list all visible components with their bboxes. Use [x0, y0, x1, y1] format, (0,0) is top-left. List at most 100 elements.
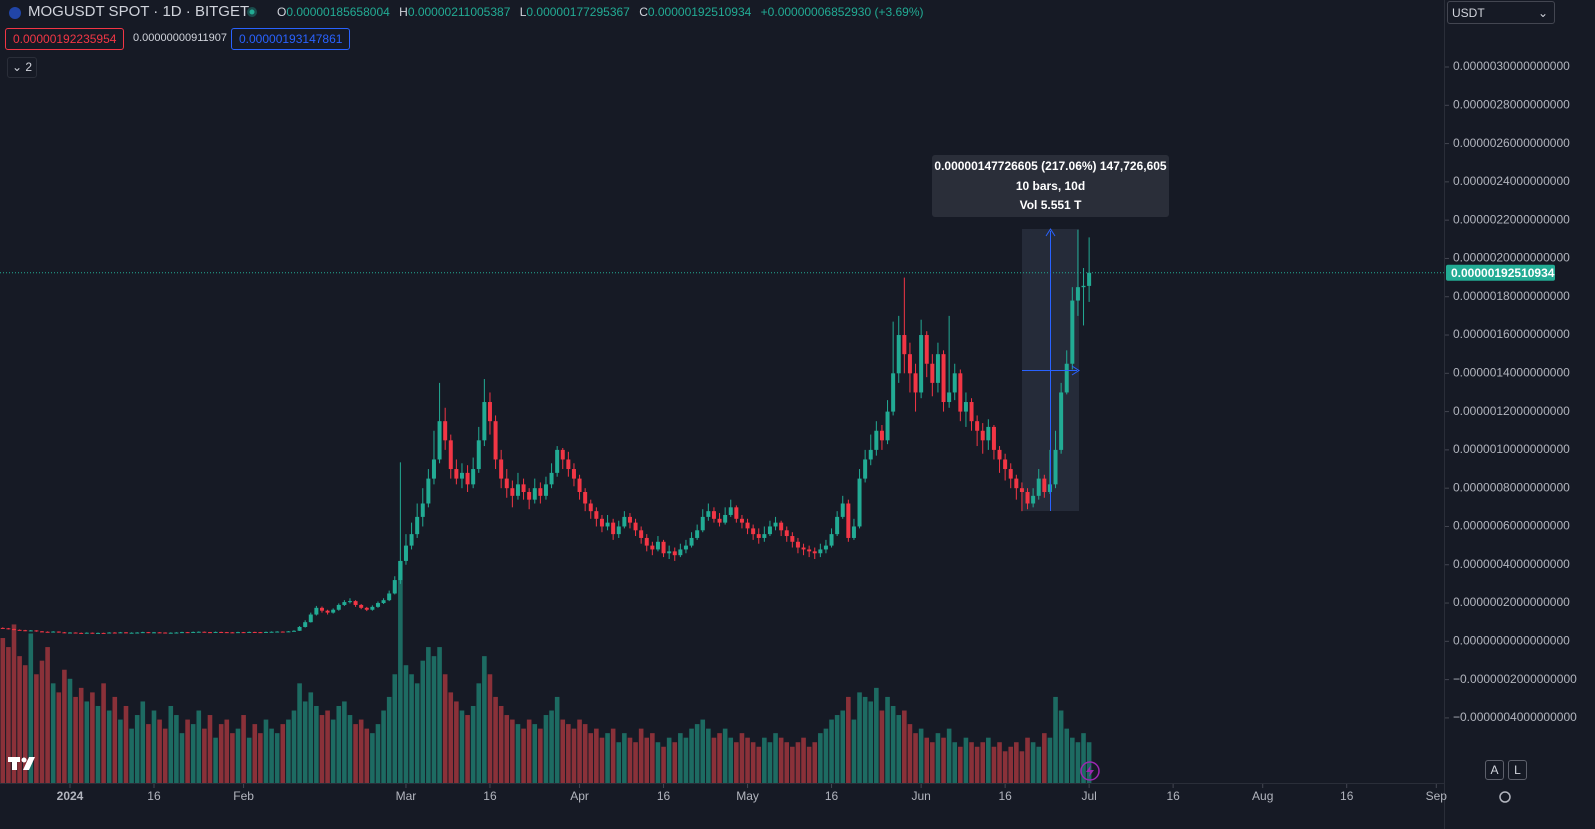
- volume-bar: [330, 719, 336, 783]
- candle-body: [1003, 459, 1008, 470]
- candle-body: [672, 551, 677, 556]
- label: H: [399, 5, 408, 19]
- settings-icon[interactable]: [1499, 791, 1511, 803]
- marks: [0, 229, 1444, 783]
- candle-body: [219, 631, 224, 633]
- candle-body: [499, 459, 504, 479]
- sell-price[interactable]: 0.00000192235954: [5, 28, 125, 50]
- candle-body: [958, 373, 963, 412]
- candle-body: [314, 607, 319, 615]
- volume-bar: [1002, 751, 1008, 783]
- auto-button[interactable]: A: [1485, 760, 1504, 780]
- volume-bar: [532, 724, 538, 783]
- candle-body: [163, 632, 168, 634]
- measure-line: 10 bars, 10d: [1015, 178, 1086, 193]
- volume-bar: [952, 742, 958, 783]
- volume-bar: [308, 692, 314, 783]
- volume-bar: [857, 692, 862, 783]
- volume-bar: [706, 728, 711, 783]
- candle-body: [667, 551, 672, 554]
- candle-body: [174, 632, 179, 634]
- y-tick-label: 0.0000010000000000: [1453, 442, 1570, 456]
- candle-body: [762, 534, 767, 538]
- volume-bar: [56, 692, 62, 783]
- volume-bar: [353, 724, 358, 783]
- y-tick-label: 0.0000020000000000: [1453, 251, 1570, 265]
- volume-bar: [795, 742, 801, 783]
- volume-bar: [252, 724, 258, 783]
- candle-body: [241, 632, 246, 634]
- x-tick-label: 16: [1340, 789, 1354, 803]
- candle-body: [331, 609, 336, 613]
- candle-body: [952, 373, 957, 393]
- volume-bar: [750, 742, 756, 783]
- currency: USDT: [1452, 6, 1485, 20]
- volume-bar: [381, 710, 386, 783]
- volume-bar: [767, 742, 773, 783]
- log-button[interactable]: L: [1508, 760, 1527, 780]
- volume-bar: [358, 719, 364, 783]
- candle-body: [924, 335, 929, 364]
- candle-body: [846, 503, 851, 538]
- candle-body: [196, 631, 201, 633]
- volume-bar: [207, 715, 213, 783]
- volume-bar: [633, 742, 638, 783]
- y-tick-label: 0.0000014000000000: [1453, 365, 1570, 379]
- alert-icon[interactable]: [1080, 761, 1100, 781]
- y-tick-label: 0.0000006000000000: [1453, 519, 1570, 533]
- candle-body: [431, 459, 436, 479]
- candle-body: [319, 607, 324, 611]
- volume-bar: [258, 733, 263, 783]
- volume-bar: [902, 710, 907, 783]
- volume-bar: [762, 737, 767, 783]
- candle-body: [885, 411, 890, 441]
- volume-bar: [420, 660, 426, 783]
- volume-bar: [683, 737, 689, 783]
- measure-line: 0.00000147726605 (217.06%) 147,726,605: [934, 159, 1167, 173]
- currency-select[interactable]: USDT ⌄: [1447, 1, 1555, 24]
- candle-body: [252, 631, 257, 633]
- value: 0.00000185658004: [286, 5, 390, 19]
- value: 0.00000177295367: [526, 5, 630, 19]
- volume-bar: [1075, 742, 1081, 783]
- candle-body: [997, 449, 1002, 460]
- volume-bar: [386, 696, 392, 783]
- candle-body: [303, 622, 308, 627]
- volume-bar: [605, 733, 610, 783]
- volume-bar: [745, 737, 750, 783]
- candle-body: [135, 632, 140, 634]
- candle-body: [409, 534, 414, 546]
- label: C: [639, 5, 648, 19]
- volume-bar: [403, 665, 409, 783]
- candle-body: [1064, 363, 1069, 393]
- buy-price[interactable]: 0.00000193147861: [231, 28, 351, 50]
- symbol-title[interactable]: MOGUSDT SPOT · 1D · BITGET: [28, 3, 250, 20]
- candle-body: [571, 469, 576, 479]
- candle-body: [34, 630, 39, 632]
- volume-bar: [582, 724, 588, 783]
- volume-bar: [28, 633, 34, 783]
- candle-body: [157, 632, 162, 634]
- volume-bar: [801, 737, 806, 783]
- volume-bar: [280, 724, 286, 783]
- volume-bar: [448, 692, 454, 783]
- volume-bar: [1019, 751, 1025, 783]
- volume-bar: [958, 746, 963, 783]
- indicators-toggle[interactable]: ⌄ 2: [7, 57, 37, 78]
- volume-bar: [879, 710, 885, 783]
- volume-bar: [230, 733, 235, 783]
- candle-body: [487, 402, 492, 422]
- candle-body: [835, 516, 840, 535]
- candle-body: [359, 604, 364, 608]
- candle-body: [622, 516, 627, 527]
- x-tick-label: 16: [147, 789, 161, 803]
- candle-body: [336, 604, 341, 610]
- x-tick-label: 2024: [57, 789, 84, 803]
- candle-body: [583, 492, 588, 504]
- volume-bar: [174, 715, 179, 783]
- x-tick-label: Aug: [1252, 789, 1273, 803]
- candle-body: [443, 421, 448, 441]
- candle-body: [807, 549, 812, 552]
- volume-bar: [286, 719, 291, 783]
- volume-bar: [90, 692, 95, 783]
